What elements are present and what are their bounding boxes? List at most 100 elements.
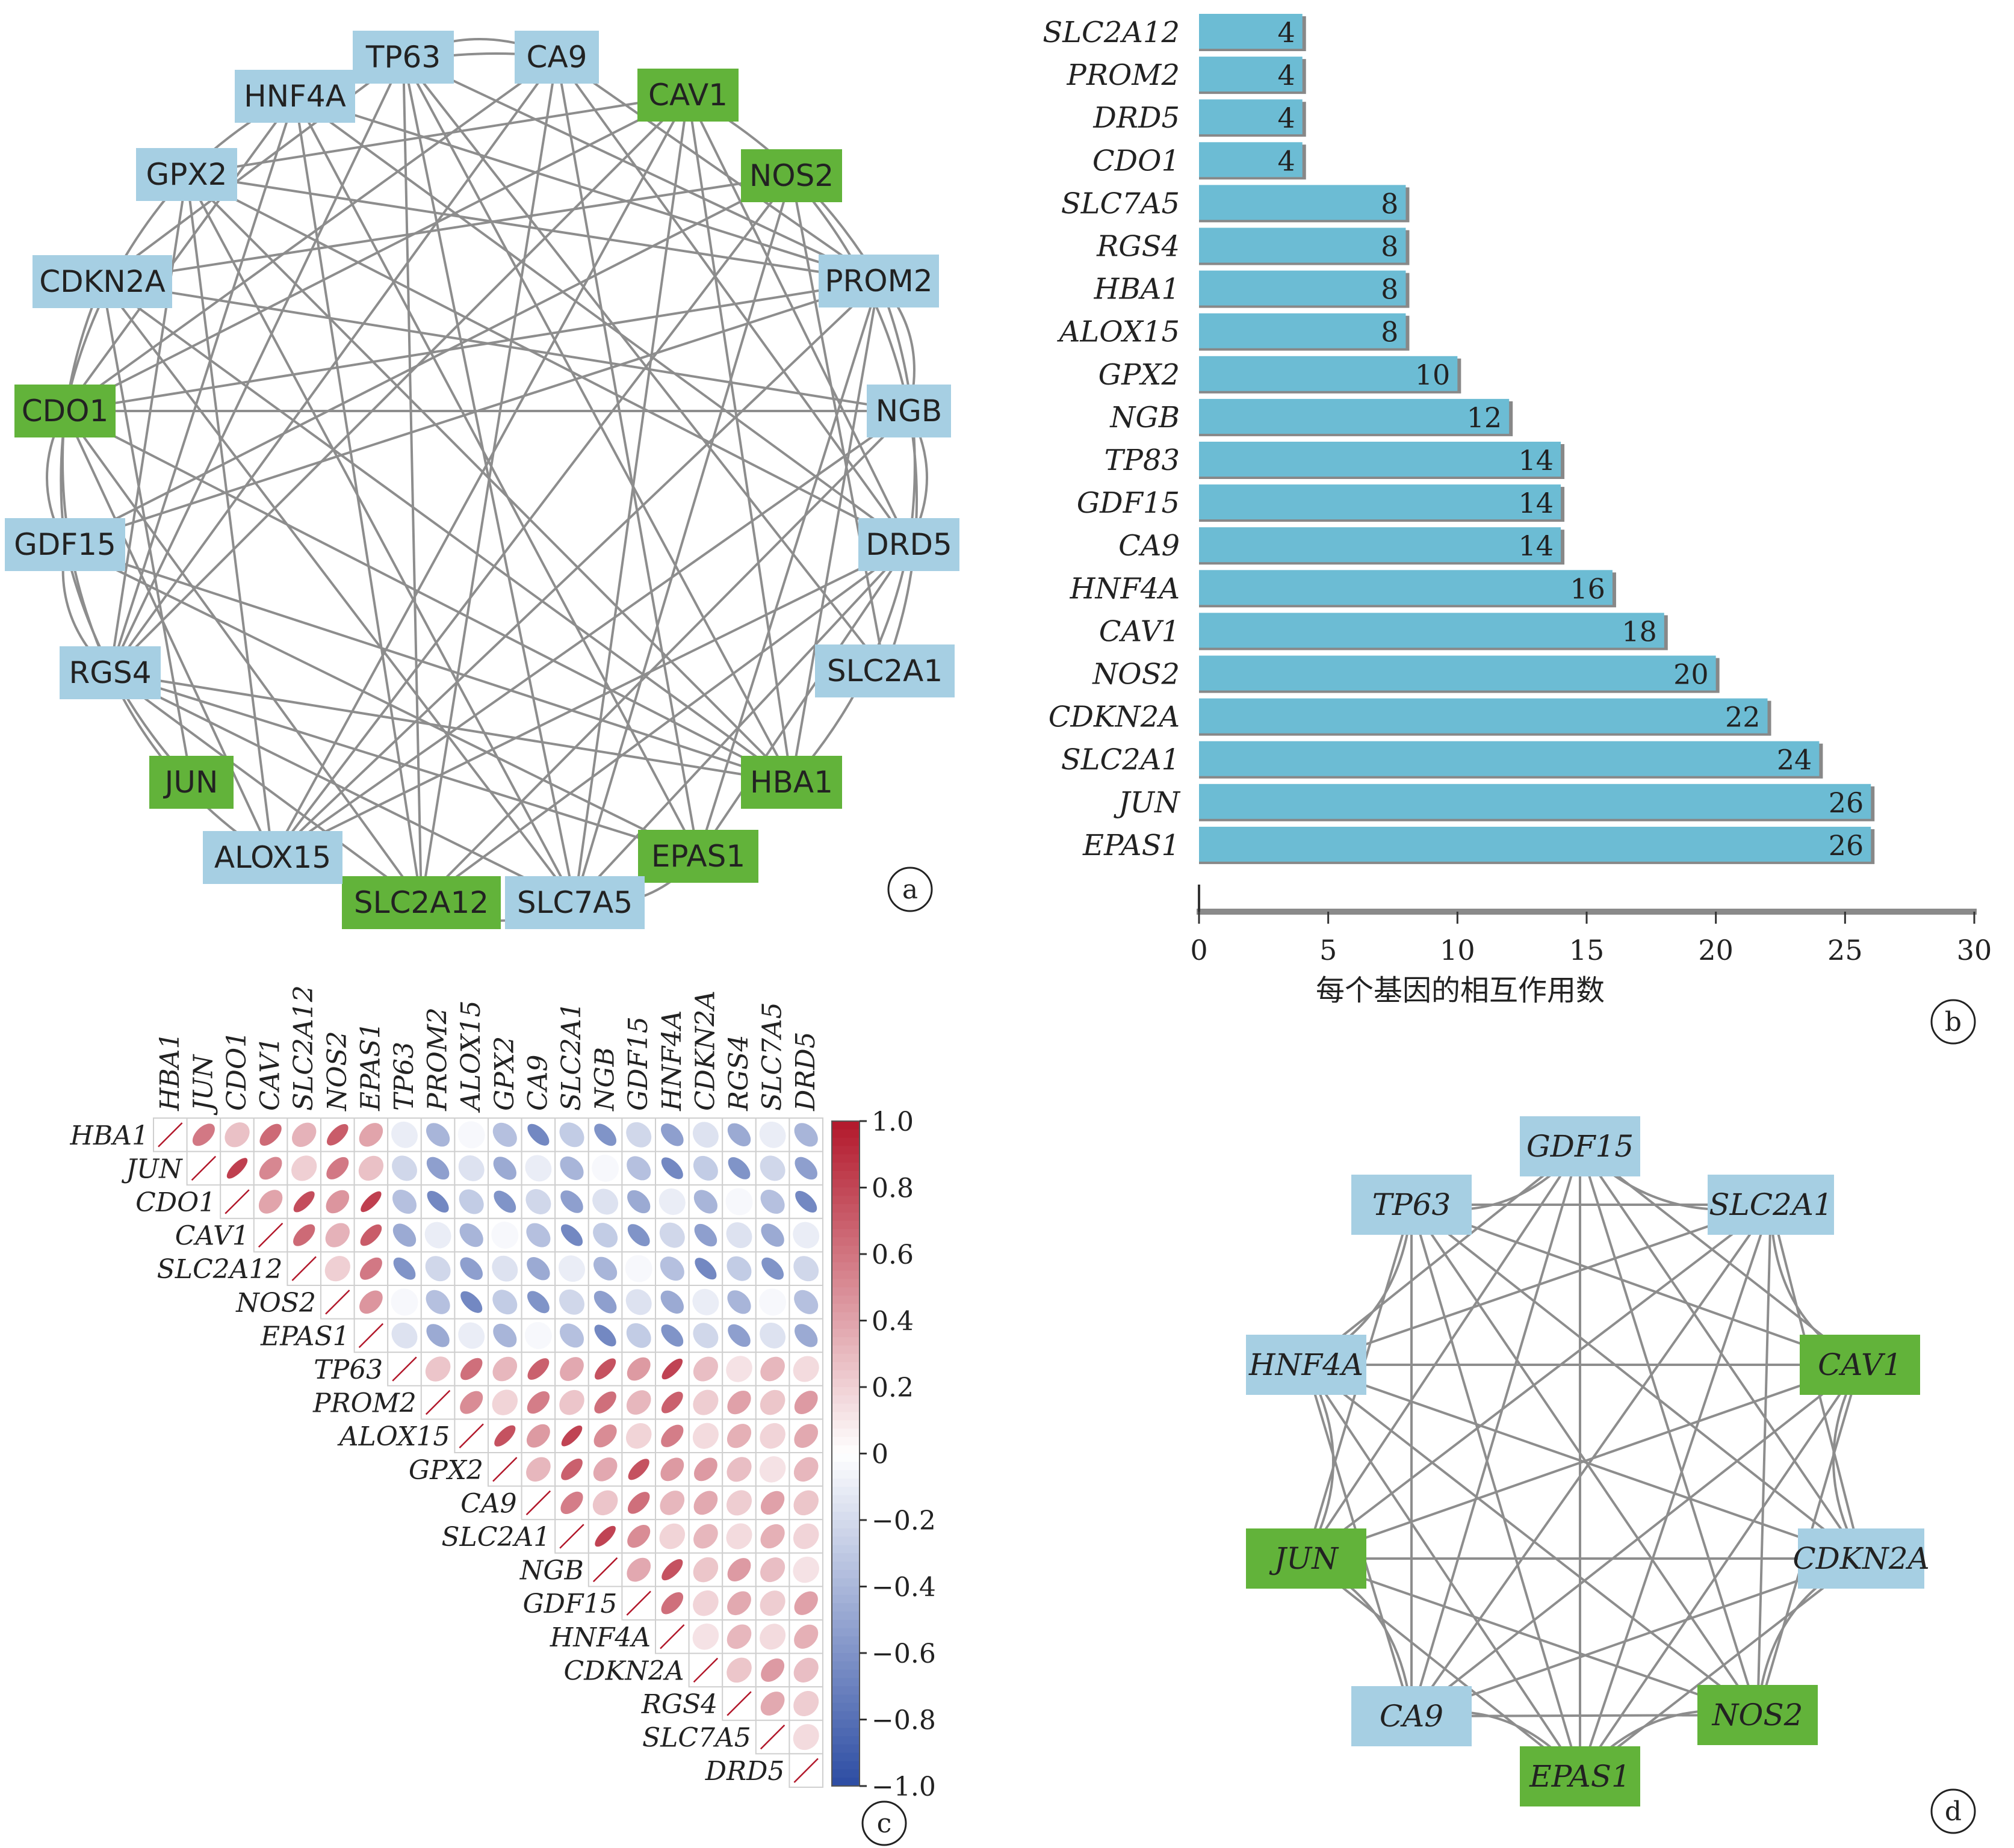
bar <box>1199 270 1406 306</box>
diagonal-mark <box>158 1122 183 1148</box>
edge-prom2-alox15 <box>271 280 880 859</box>
correlation-ellipse <box>659 1523 686 1550</box>
x-tick-label: 10 <box>1440 934 1475 966</box>
edge-slc7a5-cdkn2a <box>101 280 576 904</box>
column-label-hnf4a: HNF4A <box>657 1010 687 1111</box>
correlation-ellipse <box>627 1492 650 1514</box>
correlation-ellipse <box>726 1356 752 1382</box>
colorbar-segment <box>832 1262 860 1272</box>
colorbar-segment <box>832 1337 860 1346</box>
bar <box>1199 613 1664 648</box>
correlation-ellipse <box>457 1121 485 1149</box>
diagonal-mark <box>325 1290 350 1315</box>
edge-cav1-drd5 <box>687 94 910 545</box>
colorbar-segment <box>832 1778 860 1787</box>
bar-value-label: 4 <box>1277 144 1295 177</box>
column-label-cdo1: CDO1 <box>222 1031 252 1111</box>
row-label-epas1: EPAS1 <box>260 1321 350 1352</box>
bar-category-label: GPX2 <box>1098 358 1180 392</box>
correlation-ellipse <box>793 1690 819 1717</box>
correlation-ellipse <box>391 1288 418 1316</box>
correlation-ellipse <box>526 1223 551 1247</box>
correlation-ellipse <box>628 1459 649 1480</box>
colorbar-segment <box>832 1545 860 1554</box>
colorbar-tick-label: 0.6 <box>872 1240 914 1270</box>
correlation-ellipse <box>525 1189 551 1214</box>
colorbar-segment <box>832 1121 860 1130</box>
correlation-ellipse <box>795 1157 817 1180</box>
correlation-ellipse <box>759 1288 787 1316</box>
correlation-ellipse <box>492 1290 518 1315</box>
correlation-ellipse <box>559 1323 584 1348</box>
node-box <box>1246 1335 1366 1395</box>
colorbar-segment <box>832 1752 860 1762</box>
colorbar-segment <box>832 1495 860 1504</box>
node-label: CAV1 <box>648 78 728 113</box>
colorbar-segment <box>832 1429 860 1438</box>
edge-cav1-gpx2 <box>186 94 689 176</box>
colorbar-segment <box>832 1536 860 1546</box>
edge-prom2-hnf4a <box>294 95 879 282</box>
colorbar-segment <box>832 1137 860 1147</box>
node-cdo1: CDO1 <box>14 385 116 437</box>
x-tick-label: 20 <box>1698 934 1734 966</box>
panel-b-x-axis: 0 5 10 15 20 25 30 <box>1190 885 1992 966</box>
correlation-ellipse <box>626 1323 651 1348</box>
correlation-ellipse <box>793 1724 819 1751</box>
colorbar-tick-label: −0.4 <box>872 1572 936 1603</box>
correlation-ellipse <box>793 1523 819 1550</box>
colorbar-segment <box>832 1628 860 1637</box>
diagonal-mark <box>358 1323 384 1349</box>
correlation-ellipse <box>427 1190 449 1213</box>
node-hba1: HBA1 <box>741 756 842 809</box>
node-slc2a1: SLC2A1 <box>1708 1175 1834 1235</box>
correlation-ellipse <box>793 1556 819 1583</box>
node-box <box>1246 1528 1366 1589</box>
node-ngb: NGB <box>867 385 951 437</box>
bar-category-label: DRD5 <box>1092 101 1180 135</box>
bar-category-label: NOS2 <box>1092 658 1180 691</box>
bar <box>1199 741 1820 776</box>
bar-category-label: CAV1 <box>1099 614 1180 648</box>
edge-slc2a12-rgs4 <box>109 672 423 904</box>
correlation-ellipse <box>727 1390 751 1415</box>
node-box <box>505 876 645 929</box>
correlation-ellipse <box>594 1391 616 1414</box>
correlation-ellipse <box>693 1155 718 1181</box>
node-cav1: CAV1 <box>1800 1335 1920 1395</box>
node-label: SLC2A1 <box>1709 1187 1832 1222</box>
correlation-ellipse <box>793 1256 819 1282</box>
panel-c-colorbar: 1.0 0.8 0.6 0.4 0.2 0 −0.2 −0.4 −0.6 −0.8 −1.0 <box>831 1107 936 1802</box>
correlation-ellipse <box>425 1356 451 1382</box>
correlation-ellipse <box>795 1324 818 1347</box>
edge-alox15-cdo1 <box>64 410 274 858</box>
bar <box>1199 527 1561 563</box>
correlation-ellipse <box>526 1424 550 1448</box>
correlation-ellipse <box>727 1558 751 1582</box>
colorbar-segment <box>832 1329 860 1338</box>
correlation-ellipse <box>759 1456 786 1483</box>
correlation-ellipse <box>728 1157 751 1179</box>
node-label: TP63 <box>365 40 441 75</box>
bar-category-label: TP83 <box>1105 443 1180 477</box>
correlation-ellipse <box>592 1490 618 1516</box>
correlation-ellipse <box>593 1256 618 1281</box>
row-label-jun: JUN <box>121 1154 183 1184</box>
bar-value-label: 26 <box>1829 786 1864 819</box>
correlation-ellipse <box>793 1490 819 1516</box>
bar <box>1199 356 1458 391</box>
node-box <box>1798 1528 1924 1589</box>
node-slc2a1: SLC2A1 <box>815 644 955 697</box>
colorbar-segment <box>832 1237 860 1247</box>
panel-a-label: a <box>902 874 918 905</box>
node-label: SLC2A12 <box>354 885 489 920</box>
colorbar-tick-label: −0.8 <box>872 1705 936 1736</box>
node-drd5: DRD5 <box>858 518 959 571</box>
panel-d-edges <box>1305 1145 1862 1778</box>
panel-d-nodes: GDF15 SLC2A1 CAV1 CDKN2A NOS2 EPAS1 CA9 JUN HNF4… <box>1246 1116 1930 1806</box>
correlation-ellipse <box>660 1290 684 1314</box>
colorbar-segment <box>832 1370 860 1380</box>
correlation-ellipse <box>659 1222 685 1248</box>
bar-row-ca9: CA9 14 <box>1118 527 1565 565</box>
